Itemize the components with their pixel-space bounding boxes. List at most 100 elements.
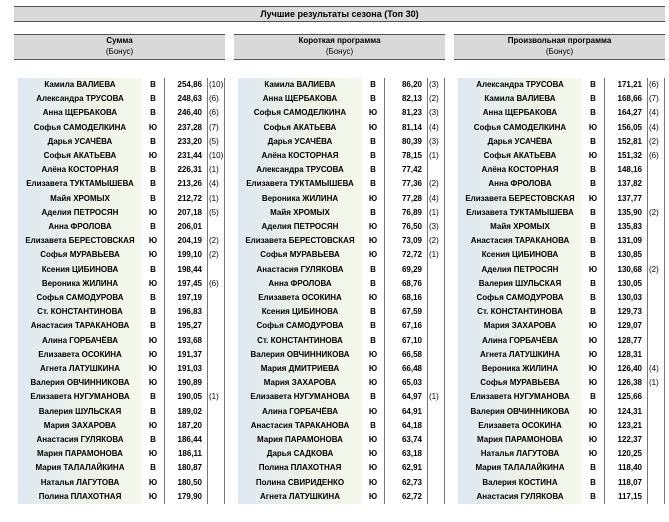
athlete-name: Елизавета ТУКТАМЫШЕВА bbox=[238, 177, 362, 192]
athlete-name: Софья АКАТЬЕВА bbox=[458, 149, 582, 164]
category: Ю bbox=[368, 378, 378, 388]
score: 77,42 bbox=[401, 165, 422, 175]
athlete-name: Мария ТАЛАЛАЙКИНА bbox=[18, 461, 142, 476]
bonus: (10) bbox=[209, 151, 224, 160]
athlete-name: Мария ЗАХАРОВА bbox=[18, 418, 142, 433]
table-subheader: (Бонус) bbox=[454, 46, 665, 60]
category: Ю bbox=[148, 236, 158, 246]
bonus: (3) bbox=[429, 136, 439, 146]
athlete-name: Елизавета ОСОКИНА bbox=[18, 347, 142, 362]
athlete-name: Елизавета БЕРЕСТОВСКАЯ bbox=[458, 191, 582, 206]
bonus: (1) bbox=[429, 151, 439, 160]
column-line bbox=[647, 78, 648, 504]
score: 69,29 bbox=[401, 264, 422, 274]
column-line bbox=[604, 78, 605, 504]
category: Ю bbox=[588, 335, 598, 345]
category: В bbox=[370, 392, 376, 402]
score: 152,81 bbox=[617, 136, 642, 146]
category: В bbox=[590, 236, 596, 246]
bonus: (7) bbox=[209, 122, 219, 132]
score: 191,37 bbox=[177, 349, 202, 359]
bonus: (1) bbox=[429, 250, 439, 260]
athlete-name: Мария ПАРАМОНОВА bbox=[458, 433, 582, 448]
bonus: (4) bbox=[429, 193, 439, 203]
score: 73,09 bbox=[401, 236, 422, 246]
score: 237,28 bbox=[177, 122, 202, 132]
bonus: (1) bbox=[209, 165, 219, 175]
athlete-name: Софья АКАТЬЕВА bbox=[238, 120, 362, 135]
athlete-name: Полина ПЛАХОТНАЯ bbox=[18, 489, 142, 504]
athlete-name: Наталья ЛАГУТОВА bbox=[458, 447, 582, 462]
athlete-name: Алина ГОРБАЧЁВА bbox=[18, 333, 142, 348]
athlete-name: Елизавета ТУКТАМЫШЕВА bbox=[18, 177, 142, 192]
score: 67,10 bbox=[401, 335, 422, 345]
score: 128,31 bbox=[617, 349, 642, 359]
score: 164,27 bbox=[617, 108, 642, 118]
category: Ю bbox=[588, 378, 598, 388]
athlete-name: Камила ВАЛИЕВА bbox=[18, 78, 142, 93]
category: В bbox=[370, 278, 376, 288]
athlete-name: Софья МУРАВЬЕВА bbox=[18, 248, 142, 263]
score: 130,85 bbox=[617, 250, 642, 260]
category: В bbox=[150, 321, 156, 331]
athlete-name: Аделия ПЕТРОСЯН bbox=[458, 262, 582, 277]
score: 128,77 bbox=[617, 335, 642, 345]
table-subheader: (Бонус) bbox=[234, 46, 445, 60]
bonus: (2) bbox=[649, 264, 659, 274]
score: 64,18 bbox=[401, 420, 422, 430]
athlete-name: Анастасия ГУЛЯКОВА bbox=[18, 433, 142, 448]
athlete-name: Ст. КОНСТАНТИНОВА bbox=[238, 333, 362, 348]
athlete-name: Вероника ЖИЛИНА bbox=[18, 276, 142, 291]
score: 204,19 bbox=[177, 236, 202, 246]
score: 77,28 bbox=[401, 193, 422, 203]
category: В bbox=[370, 80, 376, 89]
category: В bbox=[370, 264, 376, 274]
score: 64,91 bbox=[401, 406, 422, 416]
athlete-name: Камила ВАЛИЕВА bbox=[458, 92, 582, 107]
athlete-name: Дарья УСАЧЁВА bbox=[238, 134, 362, 149]
score: 81,23 bbox=[401, 108, 422, 118]
athlete-name: Анастасия ГУЛЯКОВА bbox=[238, 262, 362, 277]
athlete-name: Майя ХРОМЫХ bbox=[18, 191, 142, 206]
category: Ю bbox=[588, 364, 598, 373]
bonus: (3) bbox=[429, 80, 439, 89]
category: В bbox=[590, 165, 596, 175]
score: 66,58 bbox=[401, 349, 422, 359]
score: 67,16 bbox=[401, 321, 422, 331]
bonus: (6) bbox=[209, 278, 219, 288]
athlete-name: Дарья УСАЧЁВА bbox=[458, 134, 582, 149]
column-line bbox=[224, 78, 225, 504]
category: Ю bbox=[368, 435, 378, 444]
score: 126,40 bbox=[617, 364, 642, 373]
athlete-name: Наталья ЛАГУТОВА bbox=[18, 475, 142, 490]
category: В bbox=[590, 477, 596, 487]
category: Ю bbox=[368, 349, 378, 359]
score: 206,01 bbox=[177, 222, 202, 231]
table-header: Короткая программа bbox=[234, 34, 445, 46]
bonus: (4) bbox=[649, 122, 659, 132]
score: 180,87 bbox=[177, 463, 202, 473]
athlete-name: Мария ДМИТРИЕВА bbox=[238, 362, 362, 377]
bonus: (6) bbox=[209, 108, 219, 118]
bonus: (2) bbox=[649, 136, 659, 146]
athlete-name: Анна ЩЕРБАКОВА bbox=[238, 92, 362, 107]
athlete-name: Полина СВИРИДЕНКО bbox=[238, 475, 362, 490]
category: В bbox=[370, 207, 376, 217]
athlete-name: Софья САМОДЕЛКИНА bbox=[18, 120, 142, 135]
score: 129,73 bbox=[617, 307, 642, 317]
athlete-name: Дарья САДКОВА bbox=[238, 447, 362, 462]
athlete-name: Валерия ШУЛЬСКАЯ bbox=[18, 404, 142, 419]
score: 72,72 bbox=[401, 250, 422, 260]
athlete-name: Анастасия ГУЛЯКОВА bbox=[458, 489, 582, 504]
score: 254,86 bbox=[177, 80, 202, 89]
score: 213,26 bbox=[177, 179, 202, 189]
score: 130,68 bbox=[617, 264, 642, 274]
athlete-name: Ксения ЦИБИНОВА bbox=[18, 262, 142, 277]
category: В bbox=[590, 207, 596, 217]
athlete-name: Валерия ОВЧИННИКОВА bbox=[458, 404, 582, 419]
category: В bbox=[590, 293, 596, 302]
category: В bbox=[590, 278, 596, 288]
score: 118,07 bbox=[617, 477, 642, 487]
athlete-name: Елизавета БЕРЕСТОВСКАЯ bbox=[18, 234, 142, 249]
